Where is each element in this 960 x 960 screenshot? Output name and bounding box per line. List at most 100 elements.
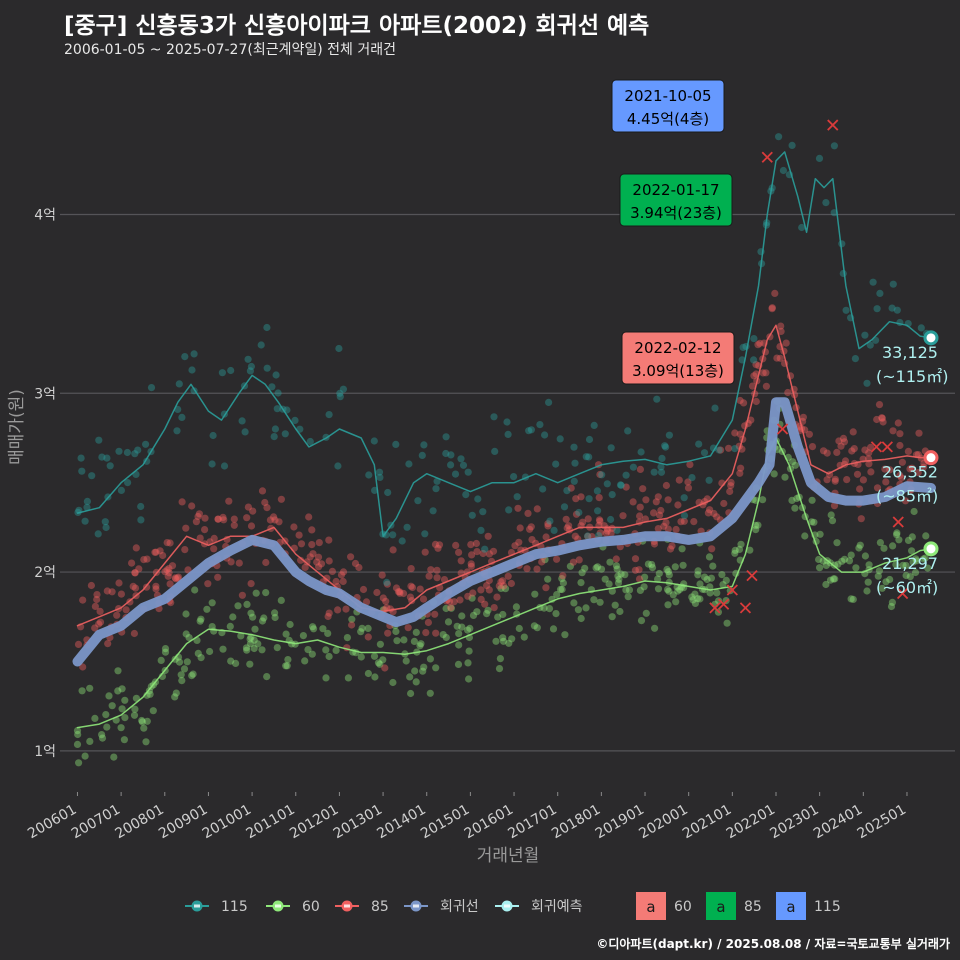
data-point	[788, 141, 796, 149]
data-point	[243, 514, 251, 522]
data-point	[577, 493, 585, 501]
data-point	[613, 565, 621, 573]
data-point	[263, 673, 271, 681]
end-point-marker	[923, 541, 939, 557]
data-point	[619, 512, 627, 520]
data-point	[234, 602, 242, 610]
cross-marker	[746, 570, 758, 582]
data-point	[400, 636, 408, 644]
data-point	[188, 366, 196, 374]
data-point	[747, 416, 755, 424]
data-point	[254, 640, 262, 648]
data-point	[214, 515, 222, 523]
data-point	[513, 493, 521, 501]
data-point	[182, 610, 190, 618]
end-point-marker	[923, 450, 939, 466]
data-point	[110, 753, 118, 761]
data-point	[629, 498, 637, 506]
data-point	[507, 579, 515, 588]
data-point	[831, 575, 839, 583]
data-point	[705, 553, 714, 561]
data-point	[584, 532, 592, 540]
data-point	[696, 595, 704, 603]
data-point	[379, 594, 387, 602]
data-point	[261, 498, 269, 507]
annotation-date: 2022-02-12	[634, 339, 721, 357]
data-point	[433, 574, 441, 582]
data-point	[339, 568, 348, 576]
data-point	[711, 404, 719, 412]
data-point	[381, 664, 389, 672]
data-point	[166, 539, 174, 547]
data-point	[336, 393, 344, 401]
legend-item: a 60	[636, 892, 692, 920]
data-point	[720, 499, 728, 508]
data-point	[225, 497, 233, 505]
data-point	[865, 460, 873, 468]
data-point	[585, 453, 593, 461]
data-point	[622, 483, 630, 491]
data-point	[779, 166, 788, 175]
data-point	[676, 585, 684, 594]
data-point	[271, 609, 279, 617]
data-point	[432, 664, 440, 672]
data-point	[658, 454, 666, 462]
data-point	[869, 278, 877, 286]
data-point	[227, 558, 235, 566]
data-point	[252, 589, 260, 597]
data-point	[497, 584, 505, 593]
data-point	[403, 523, 411, 531]
data-point	[776, 354, 784, 362]
data-point	[172, 575, 180, 583]
data-point	[704, 509, 713, 517]
x-tick-label: 202401	[811, 802, 865, 843]
legend-label: 60	[674, 899, 692, 915]
data-point	[590, 596, 598, 604]
data-point	[500, 582, 508, 590]
data-point	[456, 596, 464, 604]
data-point	[867, 443, 875, 451]
data-point	[227, 366, 235, 375]
data-point	[530, 622, 539, 630]
data-point	[752, 521, 760, 530]
data-point	[406, 673, 414, 681]
data-point	[392, 440, 400, 448]
data-point	[189, 670, 197, 678]
data-point	[636, 512, 644, 520]
data-point	[174, 574, 182, 582]
data-point	[347, 553, 355, 561]
data-point	[691, 590, 699, 598]
data-point	[389, 546, 397, 554]
data-point	[122, 606, 130, 614]
data-point	[823, 449, 831, 457]
data-point	[442, 604, 450, 613]
data-point	[308, 650, 316, 658]
annotation-background	[619, 173, 733, 227]
data-point	[118, 685, 126, 693]
legend-swatch-letter: a	[716, 898, 725, 916]
data-point	[873, 484, 882, 492]
data-point	[178, 413, 186, 421]
data-point	[124, 479, 132, 487]
x-axis-label: 거래년월	[477, 846, 540, 866]
data-point	[863, 379, 871, 387]
x-tick-label: 202501	[855, 802, 909, 843]
data-point	[830, 502, 839, 510]
legend-swatch-letter: a	[646, 898, 655, 916]
legend-item: a 115	[776, 892, 841, 920]
data-point	[235, 559, 243, 567]
data-point	[238, 417, 246, 425]
data-point	[490, 413, 498, 421]
footer-credit: ©디아파트(dapt.kr) / 2025.08.08 / 자료=국토교통부 실…	[596, 937, 950, 951]
data-point	[229, 613, 237, 621]
data-point	[102, 711, 110, 719]
data-point	[640, 583, 648, 591]
data-point	[808, 518, 816, 526]
data-point	[308, 541, 316, 549]
data-point	[762, 369, 770, 377]
data-point	[878, 414, 886, 422]
data-point	[433, 566, 441, 574]
data-point	[657, 506, 665, 515]
data-point	[130, 711, 139, 719]
data-point	[893, 531, 901, 539]
